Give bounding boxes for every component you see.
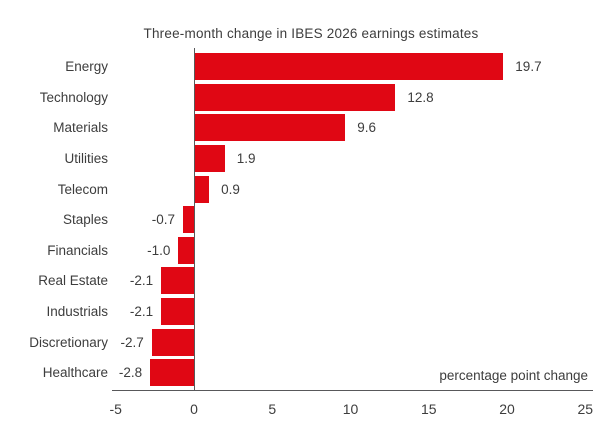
value-label: -2.1 (129, 304, 154, 320)
value-label: 19.7 (515, 59, 542, 74)
bar (195, 144, 225, 172)
bar (178, 236, 194, 264)
category-label: Industrials (46, 304, 108, 320)
bar (195, 53, 504, 80)
x-tick-label: 25 (577, 401, 594, 417)
bar (161, 267, 194, 295)
bar (150, 359, 194, 387)
value-label: -2.1 (129, 273, 154, 289)
category-label: Energy (65, 59, 108, 74)
value-label: 12.8 (407, 89, 434, 105)
chart-title: Three-month change in IBES 2026 earnings… (143, 26, 479, 41)
value-label: 1.9 (236, 150, 256, 166)
bar (183, 206, 194, 234)
bar (151, 328, 194, 356)
value-label: 9.6 (357, 120, 377, 136)
x-tick-label: 10 (342, 401, 359, 417)
x-tick-label: 0 (190, 401, 198, 417)
x-tick-label: 15 (420, 401, 437, 417)
category-label: Telecom (57, 181, 108, 197)
category-label: Technology (39, 89, 108, 105)
value-label: -1.0 (147, 242, 171, 258)
value-label: -2.7 (120, 334, 144, 350)
value-label: -2.8 (118, 365, 143, 381)
x-tick-label: -5 (109, 401, 122, 417)
category-label: Healthcare (42, 365, 108, 381)
category-label: Staples (62, 212, 108, 228)
bar (195, 175, 210, 203)
x-tick-label: 5 (268, 401, 277, 417)
value-label: 0.9 (221, 181, 240, 197)
category-label: Discretionary (29, 334, 108, 350)
x-axis-line (112, 390, 593, 391)
category-label: Real Estate (38, 273, 108, 289)
x-tick-label: 20 (499, 401, 515, 417)
axis-unit-note: percentage point change (439, 368, 588, 383)
bar (161, 298, 194, 326)
bar (195, 114, 346, 142)
category-label: Materials (53, 120, 108, 136)
category-label: Financials (47, 242, 108, 258)
bar (195, 83, 396, 111)
category-label: Utilities (64, 150, 108, 166)
zero-axis-line (194, 48, 195, 390)
value-label: -0.7 (151, 212, 176, 228)
